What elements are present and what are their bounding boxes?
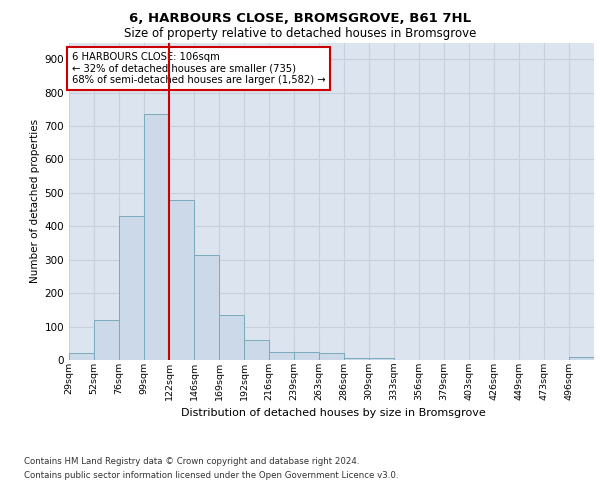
Text: 6 HARBOURS CLOSE: 106sqm
← 32% of detached houses are smaller (735)
68% of semi-: 6 HARBOURS CLOSE: 106sqm ← 32% of detach… bbox=[71, 52, 325, 85]
Bar bbox=[169, 200, 194, 360]
Bar bbox=[119, 216, 144, 360]
Bar bbox=[569, 356, 594, 360]
Bar bbox=[219, 315, 244, 360]
Bar bbox=[269, 352, 294, 360]
Bar bbox=[144, 114, 169, 360]
Text: 6, HARBOURS CLOSE, BROMSGROVE, B61 7HL: 6, HARBOURS CLOSE, BROMSGROVE, B61 7HL bbox=[129, 12, 471, 26]
Text: Contains public sector information licensed under the Open Government Licence v3: Contains public sector information licen… bbox=[24, 471, 398, 480]
Bar bbox=[69, 354, 94, 360]
Bar bbox=[94, 320, 119, 360]
Text: Size of property relative to detached houses in Bromsgrove: Size of property relative to detached ho… bbox=[124, 28, 476, 40]
Bar bbox=[369, 358, 394, 360]
Bar bbox=[344, 358, 369, 360]
Bar bbox=[294, 352, 319, 360]
Y-axis label: Number of detached properties: Number of detached properties bbox=[31, 119, 40, 284]
Bar bbox=[319, 354, 344, 360]
Text: Contains HM Land Registry data © Crown copyright and database right 2024.: Contains HM Land Registry data © Crown c… bbox=[24, 458, 359, 466]
Bar bbox=[244, 340, 269, 360]
Bar bbox=[194, 254, 219, 360]
Text: Distribution of detached houses by size in Bromsgrove: Distribution of detached houses by size … bbox=[181, 408, 485, 418]
